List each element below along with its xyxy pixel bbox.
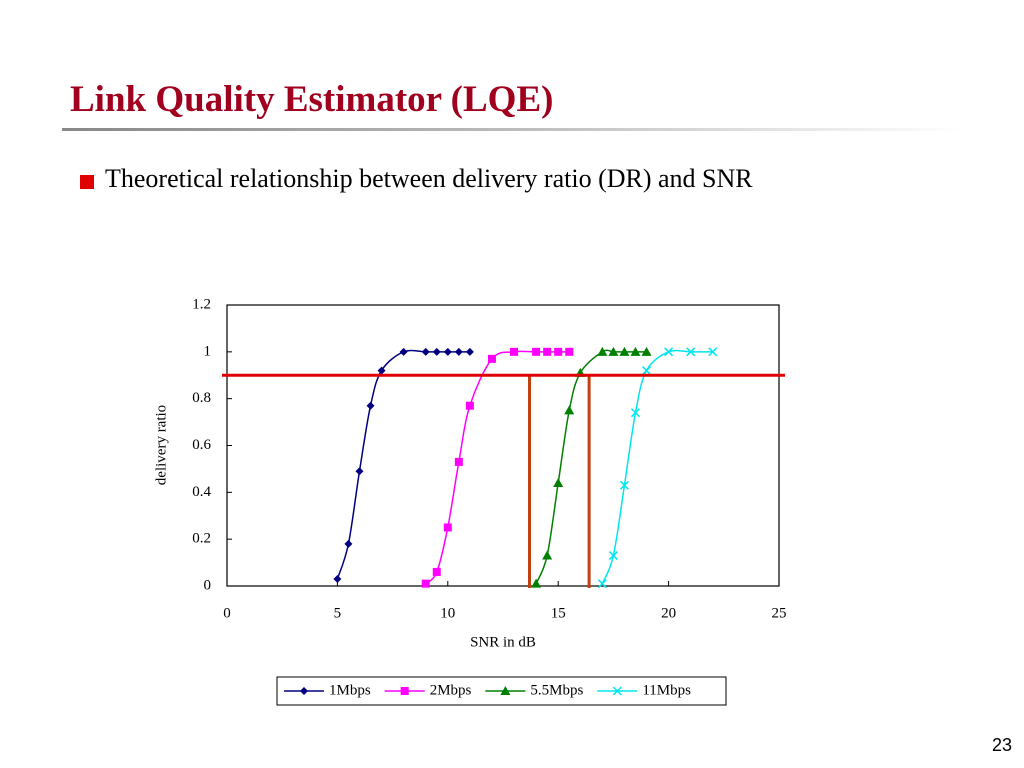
marker [487, 354, 496, 363]
marker-stroke [608, 551, 618, 561]
bullet-marker [80, 175, 94, 189]
legend-entry: 2Mbps [384, 682, 472, 698]
series-line [535, 349, 647, 584]
y-tick-label: 0.2 [192, 531, 211, 547]
series-line [425, 350, 570, 585]
marker [300, 687, 308, 695]
marker [597, 346, 608, 356]
y-tick-label: 1 [204, 343, 212, 359]
marker [355, 467, 364, 476]
slide-title: Link Quality Estimator (LQE) [70, 79, 554, 120]
marker [432, 347, 441, 356]
marker-stroke [597, 579, 607, 589]
marker [608, 346, 619, 356]
marker [597, 579, 607, 589]
marker [630, 408, 641, 418]
marker-stroke [630, 408, 641, 418]
marker [377, 366, 386, 375]
marker [554, 347, 563, 356]
marker [630, 346, 641, 356]
legend-entry: 1Mbps [284, 682, 371, 698]
y-tick-label: 0 [204, 577, 212, 593]
marker [333, 574, 342, 583]
y-tick-label: 1.2 [192, 296, 211, 312]
marker [432, 567, 441, 576]
x-tick-label: 25 [772, 605, 787, 621]
marker [465, 347, 474, 356]
marker-stroke [619, 480, 629, 490]
legend-entry: 5.5Mbps [485, 682, 583, 698]
legend-label: 5.5Mbps [530, 682, 583, 698]
marker [443, 347, 452, 356]
marker [531, 578, 542, 588]
marker [664, 347, 674, 357]
x-tick-label: 20 [661, 605, 676, 621]
marker [344, 539, 353, 548]
marker [641, 366, 652, 376]
x-tick-label: 15 [551, 605, 566, 621]
x-axis-label: SNR in dB [470, 634, 536, 650]
y-tick-label: 0.4 [192, 484, 211, 500]
marker [443, 523, 452, 532]
x-tick-label: 10 [440, 605, 455, 621]
marker [366, 401, 375, 410]
marker [612, 686, 622, 696]
marker [619, 346, 630, 356]
marker [399, 347, 408, 356]
marker-stroke [612, 686, 622, 696]
marker [619, 480, 629, 490]
marker [565, 347, 574, 356]
marker [421, 579, 430, 588]
marker [532, 347, 541, 356]
marker [686, 347, 696, 357]
page-number: 23 [991, 735, 1012, 755]
x-tick-label: 5 [334, 605, 342, 621]
legend-label: 2Mbps [430, 682, 472, 698]
plot-frame [226, 304, 780, 587]
marker-stroke [708, 347, 718, 357]
x-tick-label: 0 [223, 605, 231, 621]
marker [641, 346, 652, 356]
marker [465, 401, 474, 410]
marker [543, 347, 552, 356]
marker [454, 347, 463, 356]
series-line [336, 349, 470, 580]
legend-entry: 11Mbps [597, 682, 691, 698]
marker-stroke [686, 347, 696, 357]
marker [454, 457, 463, 466]
marker [500, 686, 511, 695]
marker [553, 477, 564, 487]
bullet-text: Theoretical relationship between deliver… [105, 164, 753, 193]
marker [400, 687, 409, 695]
marker [510, 347, 519, 356]
y-tick-label: 0.6 [192, 437, 211, 453]
marker-stroke [641, 366, 652, 376]
marker [421, 347, 430, 356]
marker [608, 551, 618, 561]
series-line [601, 349, 713, 584]
y-tick-label: 0.8 [192, 390, 211, 406]
marker [542, 550, 553, 560]
marker-stroke [664, 347, 674, 357]
legend-label: 1Mbps [329, 682, 371, 698]
y-axis-label: delivery ratio [153, 405, 169, 485]
title-rule [62, 128, 962, 131]
marker [708, 347, 718, 357]
legend-label: 11Mbps [642, 682, 691, 698]
marker [564, 405, 575, 415]
